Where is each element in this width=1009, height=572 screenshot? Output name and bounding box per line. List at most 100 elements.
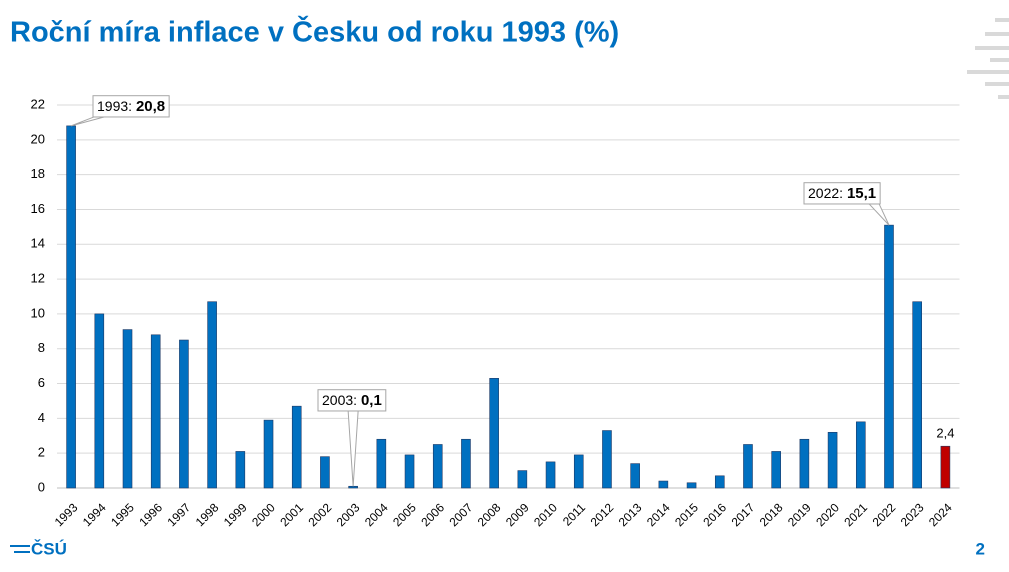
x-tick-label: 2002 <box>306 500 335 529</box>
x-tick-label: 2019 <box>785 500 814 529</box>
bar <box>179 339 189 489</box>
x-tick-label: 2021 <box>841 500 870 529</box>
decor <box>967 18 1009 99</box>
x-tick-label: 1994 <box>80 500 109 529</box>
x-tick-label: 2020 <box>813 500 842 529</box>
bar <box>517 470 528 489</box>
bar <box>799 438 810 489</box>
x-tick-label: 2006 <box>418 500 447 529</box>
x-tick-label: 2003 <box>334 500 363 529</box>
bar <box>122 329 133 489</box>
value-label: 0,1 <box>361 392 382 409</box>
bar <box>235 451 246 489</box>
x-tick-label: 2007 <box>447 500 476 529</box>
x-tick-label: 2013 <box>616 500 645 529</box>
callout-prefix: 1993: <box>97 98 132 114</box>
page-number: 2 <box>976 539 985 558</box>
y-tick-label: 12 <box>31 271 45 286</box>
bar <box>66 125 76 489</box>
y-tick-label: 18 <box>31 166 45 181</box>
bar <box>602 430 612 489</box>
callout: 1993: 20,8 <box>70 95 170 127</box>
x-tick-label: 2010 <box>531 500 560 529</box>
y-tick-label: 22 <box>31 96 45 111</box>
x-tick-label: 2015 <box>672 500 701 529</box>
y-tick-label: 10 <box>31 305 45 320</box>
callout-text: 1993: 20,8 <box>97 98 165 115</box>
bar <box>432 444 443 489</box>
callout-prefix: 2022: <box>808 185 843 201</box>
bar <box>743 444 753 489</box>
y-tick-label: 4 <box>38 410 45 425</box>
x-tick-label: 2005 <box>390 500 419 529</box>
callout-box <box>803 182 881 205</box>
bar <box>94 313 105 489</box>
logo: ČSÚ <box>10 539 67 558</box>
bar <box>545 461 556 489</box>
bar <box>884 224 894 489</box>
callout-text: 2003: 0,1 <box>322 392 382 409</box>
bar <box>630 463 640 489</box>
callout: 2003: 0,1 <box>317 389 387 487</box>
bar <box>771 451 781 489</box>
x-tick-label: 2017 <box>729 500 758 529</box>
y-tick-label: 20 <box>31 131 45 146</box>
bar <box>940 445 951 489</box>
x-tick-label: 2014 <box>644 500 673 529</box>
x-tick-label: 2009 <box>503 500 532 529</box>
bar <box>150 334 161 489</box>
chart-title: Roční míra inflace v Česku od roku 1993 … <box>10 15 619 49</box>
callout-text: 2022: 15,1 <box>808 185 876 202</box>
bar <box>291 405 302 489</box>
bar <box>320 456 330 489</box>
x-tick-label: 2001 <box>277 500 306 529</box>
x-tick-label: 1999 <box>221 500 250 529</box>
bar <box>489 378 499 489</box>
x-tick-label: 2011 <box>560 500 588 528</box>
x-tick-label: 2012 <box>588 500 617 529</box>
bar <box>686 482 697 489</box>
y-tick-label: 14 <box>31 236 45 251</box>
x-tick-label: 1996 <box>136 500 165 529</box>
value-label: 20,8 <box>136 98 165 115</box>
x-tick-label: 2023 <box>898 500 927 529</box>
bar <box>404 454 415 489</box>
bar <box>207 301 217 489</box>
bar <box>573 454 584 489</box>
y-tick-label: 16 <box>31 201 45 216</box>
bar <box>376 438 387 489</box>
y-tick-label: 6 <box>38 375 45 390</box>
bar <box>348 485 358 489</box>
x-tick-label: 2022 <box>870 500 899 529</box>
x-tick-label: 1997 <box>164 500 193 529</box>
x-tick-label: 2000 <box>249 500 278 529</box>
callout-box <box>92 95 170 118</box>
x-tick-label: 2024 <box>926 500 955 529</box>
value-label: 15,1 <box>847 185 876 202</box>
value-label: 2,4 <box>936 426 954 441</box>
y-tick-label: 0 <box>38 479 45 494</box>
callout-pointer <box>867 203 890 226</box>
x-tick-label: 2016 <box>700 500 729 529</box>
callout-pointer <box>347 410 359 487</box>
x-tick-label: 1993 <box>52 500 81 529</box>
bar <box>658 480 669 489</box>
callout-pointer <box>70 116 105 127</box>
callout-prefix: 2003: <box>322 392 357 408</box>
bar <box>714 475 725 489</box>
callout: 2022: 15,1 <box>803 182 890 226</box>
x-tick-label: 2004 <box>362 500 391 529</box>
y-tick-label: 8 <box>38 340 45 355</box>
x-tick-label: 1995 <box>108 500 137 529</box>
bar <box>827 431 838 489</box>
bar <box>461 438 471 489</box>
logo-text: ČSÚ <box>31 539 67 558</box>
x-tick-label: 2008 <box>475 500 504 529</box>
y-tick-label: 2 <box>38 445 45 460</box>
bar <box>912 301 922 489</box>
x-tick-label: 2018 <box>757 500 786 529</box>
bar <box>263 419 274 489</box>
x-tick-label: 1998 <box>193 500 222 529</box>
